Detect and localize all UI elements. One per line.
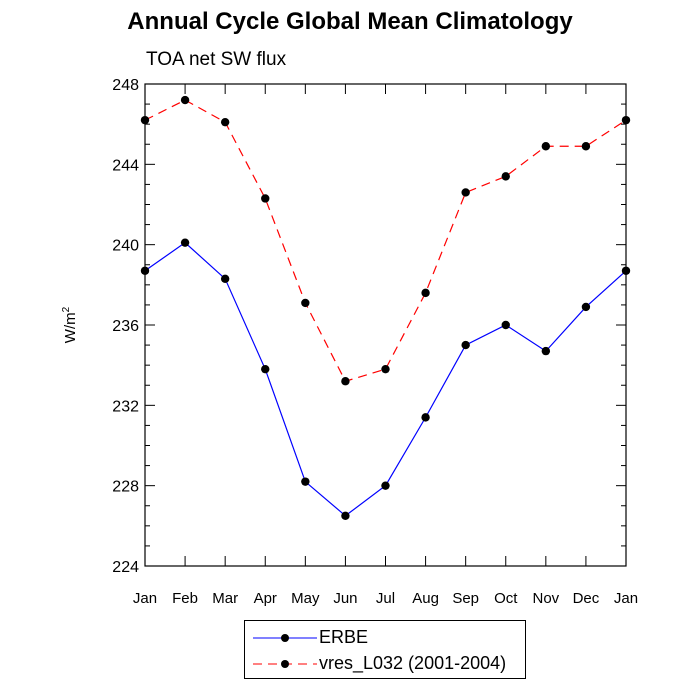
data-point-series-0	[461, 340, 470, 350]
data-point-series-1	[461, 188, 470, 197]
plot-frame	[144, 83, 627, 567]
legend-label-erbe: ERBE	[319, 627, 369, 647]
x-tick-label: Oct	[494, 590, 518, 607]
x-tick-label: Apr	[254, 590, 277, 607]
chart-subtitle: TOA net SW flux	[146, 49, 287, 70]
data-point-series-0	[301, 477, 310, 486]
chart-title: Annual Cycle Global Mean Climatology	[127, 8, 573, 35]
x-tick-label: Feb	[172, 590, 198, 607]
data-point-series-1	[301, 298, 310, 308]
y-tick-label: 236	[112, 318, 139, 335]
y-tick-label: 244	[112, 157, 139, 174]
data-point-series-0	[341, 511, 350, 520]
data-point-series-0	[621, 266, 631, 275]
y-tick-label: 248	[112, 77, 139, 94]
data-point-series-1	[541, 142, 551, 151]
data-point-series-0	[261, 364, 270, 374]
data-point-series-0	[501, 320, 510, 330]
x-tick-label: Nov	[532, 590, 559, 607]
y-tick-label: 224	[112, 559, 139, 576]
x-tick-label: Sep	[452, 590, 479, 607]
data-point-series-1	[621, 115, 631, 125]
legend: ERBE vres_L032 (2001-2004)	[244, 620, 526, 679]
x-tick-label: Jul	[376, 590, 395, 607]
legend-item-model: vres_L032 (2001-2004)	[245, 650, 525, 676]
y-tick-label: 240	[112, 238, 139, 255]
data-point-series-1	[140, 115, 150, 125]
y-tick-label: 232	[112, 398, 139, 415]
x-tick-label: Jan	[133, 590, 157, 607]
x-tick-label: Jan	[614, 590, 638, 607]
x-tick-label: May	[291, 590, 320, 607]
data-point-series-1	[501, 172, 510, 181]
data-point-series-0	[581, 302, 591, 312]
legend-swatch-erbe	[253, 634, 317, 642]
data-point-series-1	[421, 288, 430, 298]
legend-item-erbe: ERBE	[245, 624, 525, 650]
data-point-series-0	[541, 346, 551, 356]
series-line-1	[144, 99, 627, 382]
legend-swatch-model	[253, 660, 317, 668]
data-point-series-0	[180, 238, 190, 247]
data-point-series-1	[381, 364, 390, 374]
data-point-series-0	[421, 413, 430, 422]
data-point-series-1	[180, 95, 190, 105]
data-point-series-0	[381, 481, 390, 490]
data-point-series-1	[261, 194, 270, 203]
data-point-series-1	[341, 377, 350, 386]
data-point-series-0	[220, 274, 230, 284]
x-tick-label: Jun	[333, 590, 357, 607]
legend-label-model: vres_L032 (2001-2004)	[319, 653, 507, 673]
y-tick-label: 228	[112, 479, 139, 496]
x-tick-label: Dec	[573, 590, 600, 607]
x-tick-label: Aug	[412, 590, 439, 607]
data-point-series-1	[581, 142, 591, 151]
data-point-series-0	[140, 266, 150, 275]
data-point-series-1	[220, 117, 230, 127]
x-tick-label: Mar	[212, 590, 238, 607]
series-line-0	[144, 241, 627, 517]
